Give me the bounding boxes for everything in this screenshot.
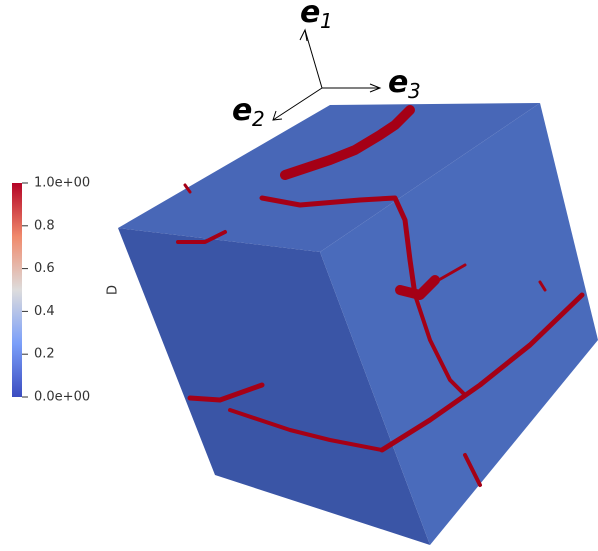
colorbar-ticks: 1.0e+00 0.8 0.6 0.4 0.2 0.0e+00 [22,176,90,405]
axis-index: 2 [252,107,265,131]
axis-symbol: e [388,65,408,100]
axis-symbol: e [232,93,252,128]
tick-label: 0.2 [34,347,55,362]
axis-arrow [305,30,322,88]
tick-label: 1.0e+00 [34,176,90,191]
axis-index: 3 [408,79,421,103]
colorbar [12,183,22,397]
tick-label: 0.4 [34,304,55,319]
tick-label: 0.6 [34,261,55,276]
axis-symbol: e [300,0,320,30]
tick-label: 0.8 [34,218,55,233]
colorbar-title: D [106,285,121,295]
cube [118,103,598,545]
scene: e1e2e3 D 1.0e+000.80.60.40.20.0e+00 [0,0,598,551]
tick-label: 0.0e+00 [34,390,90,405]
axis-index: 1 [320,9,333,33]
